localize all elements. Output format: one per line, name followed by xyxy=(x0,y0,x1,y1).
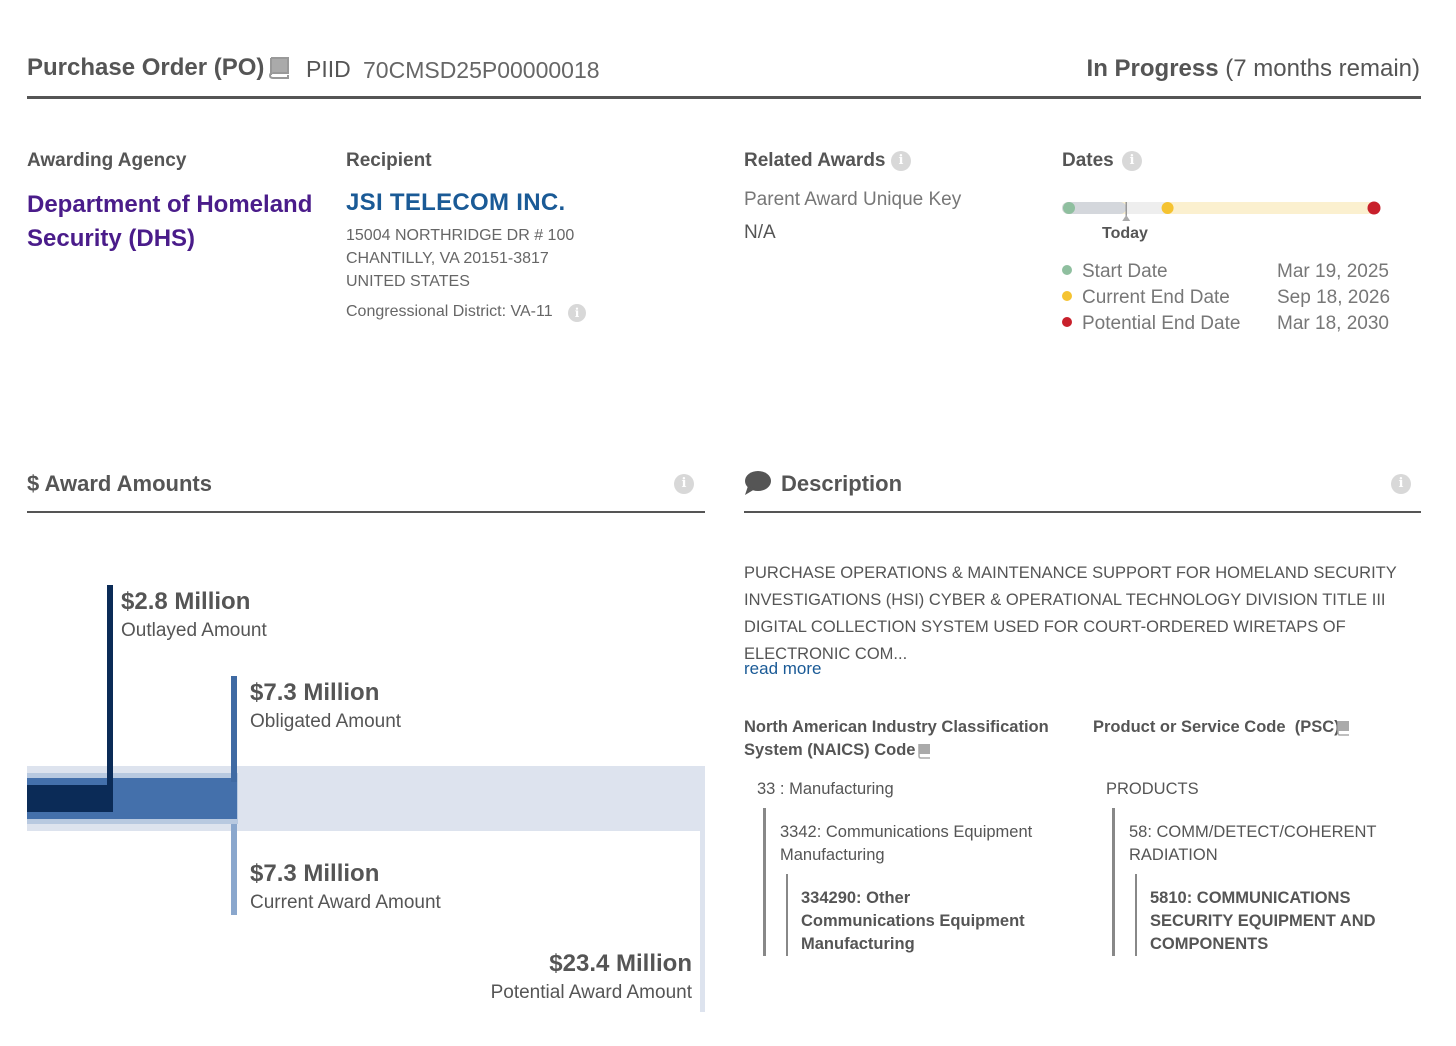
awarding-agency-label: Awarding Agency xyxy=(27,150,187,171)
timeline-remaining-bar xyxy=(1126,202,1168,214)
related-awards-label: Related Awards xyxy=(744,150,886,171)
awarding-agency-link[interactable]: Department of Homeland Security (DHS) xyxy=(27,191,313,252)
naics-level2-line2: Manufacturing xyxy=(780,846,885,864)
potential-amount-value: $23.4 Million xyxy=(549,950,692,977)
obligated-amount-label: Obligated Amount xyxy=(250,711,402,732)
psc-level3-line3: COMPONENTS xyxy=(1150,935,1269,953)
naics-level3-line3: Manufacturing xyxy=(801,935,915,953)
naics-level2-line1: 3342: Communications Equipment xyxy=(780,823,1033,841)
related-awards-info-icon[interactable]: i xyxy=(891,151,911,171)
current-amount-line xyxy=(231,824,237,915)
today-label: Today xyxy=(1102,225,1148,242)
header-divider xyxy=(27,96,1421,99)
recipient-address-line2: CHANTILLY, VA 20151-3817 xyxy=(346,250,549,267)
psc-level2-line2: RADIATION xyxy=(1129,846,1218,864)
parent-award-key-label: Parent Award Unique Key xyxy=(744,189,962,210)
outlayed-amount-value: $2.8 Million xyxy=(121,588,251,615)
psc-heading: Product or Service Code (PSC) xyxy=(1093,718,1340,736)
naics-level3-line2: Communications Equipment xyxy=(801,912,1025,930)
potential-end-date-legend-dot xyxy=(1062,316,1072,327)
naics-level1: 33 : Manufacturing xyxy=(757,780,894,798)
dates-timeline xyxy=(1062,198,1387,228)
psc-level2-line1: 58: COMM/DETECT/COHERENT xyxy=(1129,823,1377,841)
obligated-amount-value: $7.3 Million xyxy=(250,679,380,706)
status-text: In Progress xyxy=(1086,55,1219,82)
psc-glossary-icon[interactable] xyxy=(1335,720,1350,736)
psc-level1: PRODUCTS xyxy=(1106,780,1199,798)
status-detail: (7 months remain) xyxy=(1225,55,1420,82)
today-marker-triangle xyxy=(1122,215,1131,221)
award-type-title: Purchase Order (PO) xyxy=(27,54,265,81)
description-title: Description xyxy=(781,471,903,496)
potential-end-date-dot xyxy=(1367,201,1381,215)
recipient-address-line3: UNITED STATES xyxy=(346,273,470,290)
potential-end-date-label: Potential End Date xyxy=(1082,313,1241,334)
start-date-value: Mar 19, 2025 xyxy=(1277,261,1389,282)
outlayed-amount-line xyxy=(107,585,113,795)
current-end-date-dot xyxy=(1161,202,1174,214)
psc-tree-bar-1 xyxy=(1112,808,1115,956)
award-status: In Progress (7 months remain) xyxy=(1087,55,1420,83)
current-end-date-value: Sep 18, 2026 xyxy=(1277,287,1391,308)
award-amounts-chart xyxy=(0,580,720,1020)
current-end-date-legend-dot xyxy=(1062,290,1072,301)
potential-end-date-legend: Potential End Date xyxy=(1062,313,1240,335)
speech-bubble-icon xyxy=(744,470,772,496)
outlayed-amount-label: Outlayed Amount xyxy=(121,620,267,641)
start-date-legend: Start Date xyxy=(1062,261,1168,283)
read-more-link[interactable]: read more xyxy=(744,659,822,678)
naics-heading-line2: System (NAICS) Code xyxy=(744,741,916,759)
dates-info-icon[interactable]: i xyxy=(1122,151,1142,171)
psc-level3-line1: 5810: COMMUNICATIONS xyxy=(1150,889,1351,907)
award-amounts-info-icon[interactable]: i xyxy=(674,474,694,494)
naics-level3-line1: 334290: Other xyxy=(801,889,911,907)
psc-tree-bar-2 xyxy=(1135,874,1137,956)
outlayed-amount-bar xyxy=(27,785,113,812)
description-text: PURCHASE OPERATIONS & MAINTENANCE SUPPOR… xyxy=(744,564,1397,663)
dates-label: Dates xyxy=(1062,150,1114,171)
current-end-date-label: Current End Date xyxy=(1082,287,1230,308)
district-info-icon[interactable]: i xyxy=(568,304,586,322)
recipient-label: Recipient xyxy=(346,150,432,171)
start-date-label: Start Date xyxy=(1082,261,1168,282)
award-amounts-divider xyxy=(27,511,705,513)
start-date-dot xyxy=(1063,202,1075,214)
congressional-district: Congressional District: VA-11 xyxy=(346,303,553,320)
piid-value: 70CMSD25P00000018 xyxy=(363,57,600,83)
recipient-address-line1: 15004 NORTHRIDGE DR # 100 xyxy=(346,227,575,244)
current-amount-value: $7.3 Million xyxy=(250,860,380,887)
potential-amount-line xyxy=(700,766,705,1012)
current-end-date-legend: Current End Date xyxy=(1062,287,1230,309)
naics-tree-bar-1 xyxy=(763,808,766,956)
description-divider xyxy=(744,511,1421,513)
naics-glossary-icon[interactable] xyxy=(916,743,931,759)
recipient-name-link[interactable]: JSI TELECOM INC. xyxy=(346,189,566,216)
potential-amount-label: Potential Award Amount xyxy=(490,982,692,1003)
potential-end-date-value: Mar 18, 2030 xyxy=(1277,313,1389,334)
glossary-book-icon[interactable] xyxy=(266,56,292,80)
timeline-elapsed-bar xyxy=(1062,202,1127,214)
award-amounts-title: $ Award Amounts xyxy=(27,471,212,496)
psc-level3-line2: SECURITY EQUIPMENT AND xyxy=(1150,912,1376,930)
parent-award-key-value: N/A xyxy=(744,222,776,243)
naics-tree-bar-2 xyxy=(786,874,788,956)
piid-label: PIID xyxy=(306,56,351,82)
description-info-icon[interactable]: i xyxy=(1391,474,1411,494)
obligated-amount-line xyxy=(231,676,237,782)
naics-heading-line1: North American Industry Classification xyxy=(744,718,1049,736)
current-amount-label: Current Award Amount xyxy=(250,892,441,913)
start-date-legend-dot xyxy=(1062,264,1072,275)
